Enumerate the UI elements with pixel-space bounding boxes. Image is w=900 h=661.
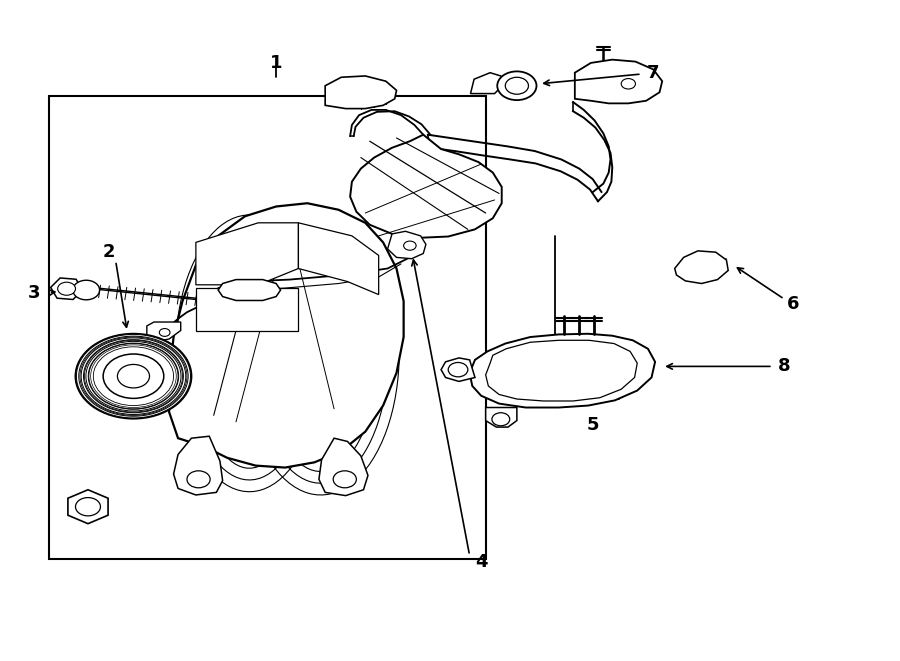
Polygon shape: [350, 135, 501, 238]
Polygon shape: [486, 408, 517, 427]
Text: 8: 8: [778, 358, 791, 375]
Text: 6: 6: [787, 295, 799, 313]
Circle shape: [79, 336, 188, 416]
Circle shape: [117, 364, 149, 388]
Text: 4: 4: [475, 553, 488, 571]
Circle shape: [333, 471, 356, 488]
Text: 5: 5: [587, 416, 599, 434]
Circle shape: [159, 329, 170, 336]
Polygon shape: [470, 334, 655, 408]
Polygon shape: [486, 340, 637, 401]
Text: 3: 3: [27, 284, 40, 302]
Text: 1: 1: [270, 54, 283, 72]
Circle shape: [84, 340, 184, 412]
Polygon shape: [68, 490, 108, 524]
Polygon shape: [196, 223, 299, 285]
Circle shape: [86, 341, 181, 411]
Polygon shape: [196, 288, 299, 330]
Polygon shape: [441, 358, 475, 381]
Circle shape: [498, 71, 536, 100]
Circle shape: [73, 280, 100, 300]
Polygon shape: [299, 223, 379, 295]
Circle shape: [187, 471, 210, 488]
Text: 7: 7: [647, 63, 660, 82]
Circle shape: [403, 241, 416, 251]
Polygon shape: [174, 436, 222, 495]
Polygon shape: [319, 438, 368, 496]
Circle shape: [81, 338, 185, 414]
Circle shape: [492, 412, 509, 426]
Polygon shape: [169, 203, 403, 467]
Circle shape: [448, 362, 468, 377]
Polygon shape: [325, 76, 397, 108]
Polygon shape: [218, 280, 281, 301]
Bar: [49, 96, 486, 559]
Circle shape: [76, 334, 191, 418]
Polygon shape: [50, 278, 83, 299]
Circle shape: [76, 334, 192, 418]
Polygon shape: [471, 73, 503, 94]
Circle shape: [505, 77, 528, 95]
Circle shape: [91, 345, 176, 408]
Circle shape: [58, 282, 76, 295]
Polygon shape: [575, 59, 662, 103]
Circle shape: [76, 498, 101, 516]
Text: 2: 2: [103, 243, 114, 261]
Polygon shape: [675, 251, 728, 284]
Circle shape: [621, 79, 635, 89]
Circle shape: [88, 343, 178, 409]
Polygon shape: [388, 231, 426, 258]
Polygon shape: [147, 322, 181, 342]
Circle shape: [104, 354, 164, 399]
